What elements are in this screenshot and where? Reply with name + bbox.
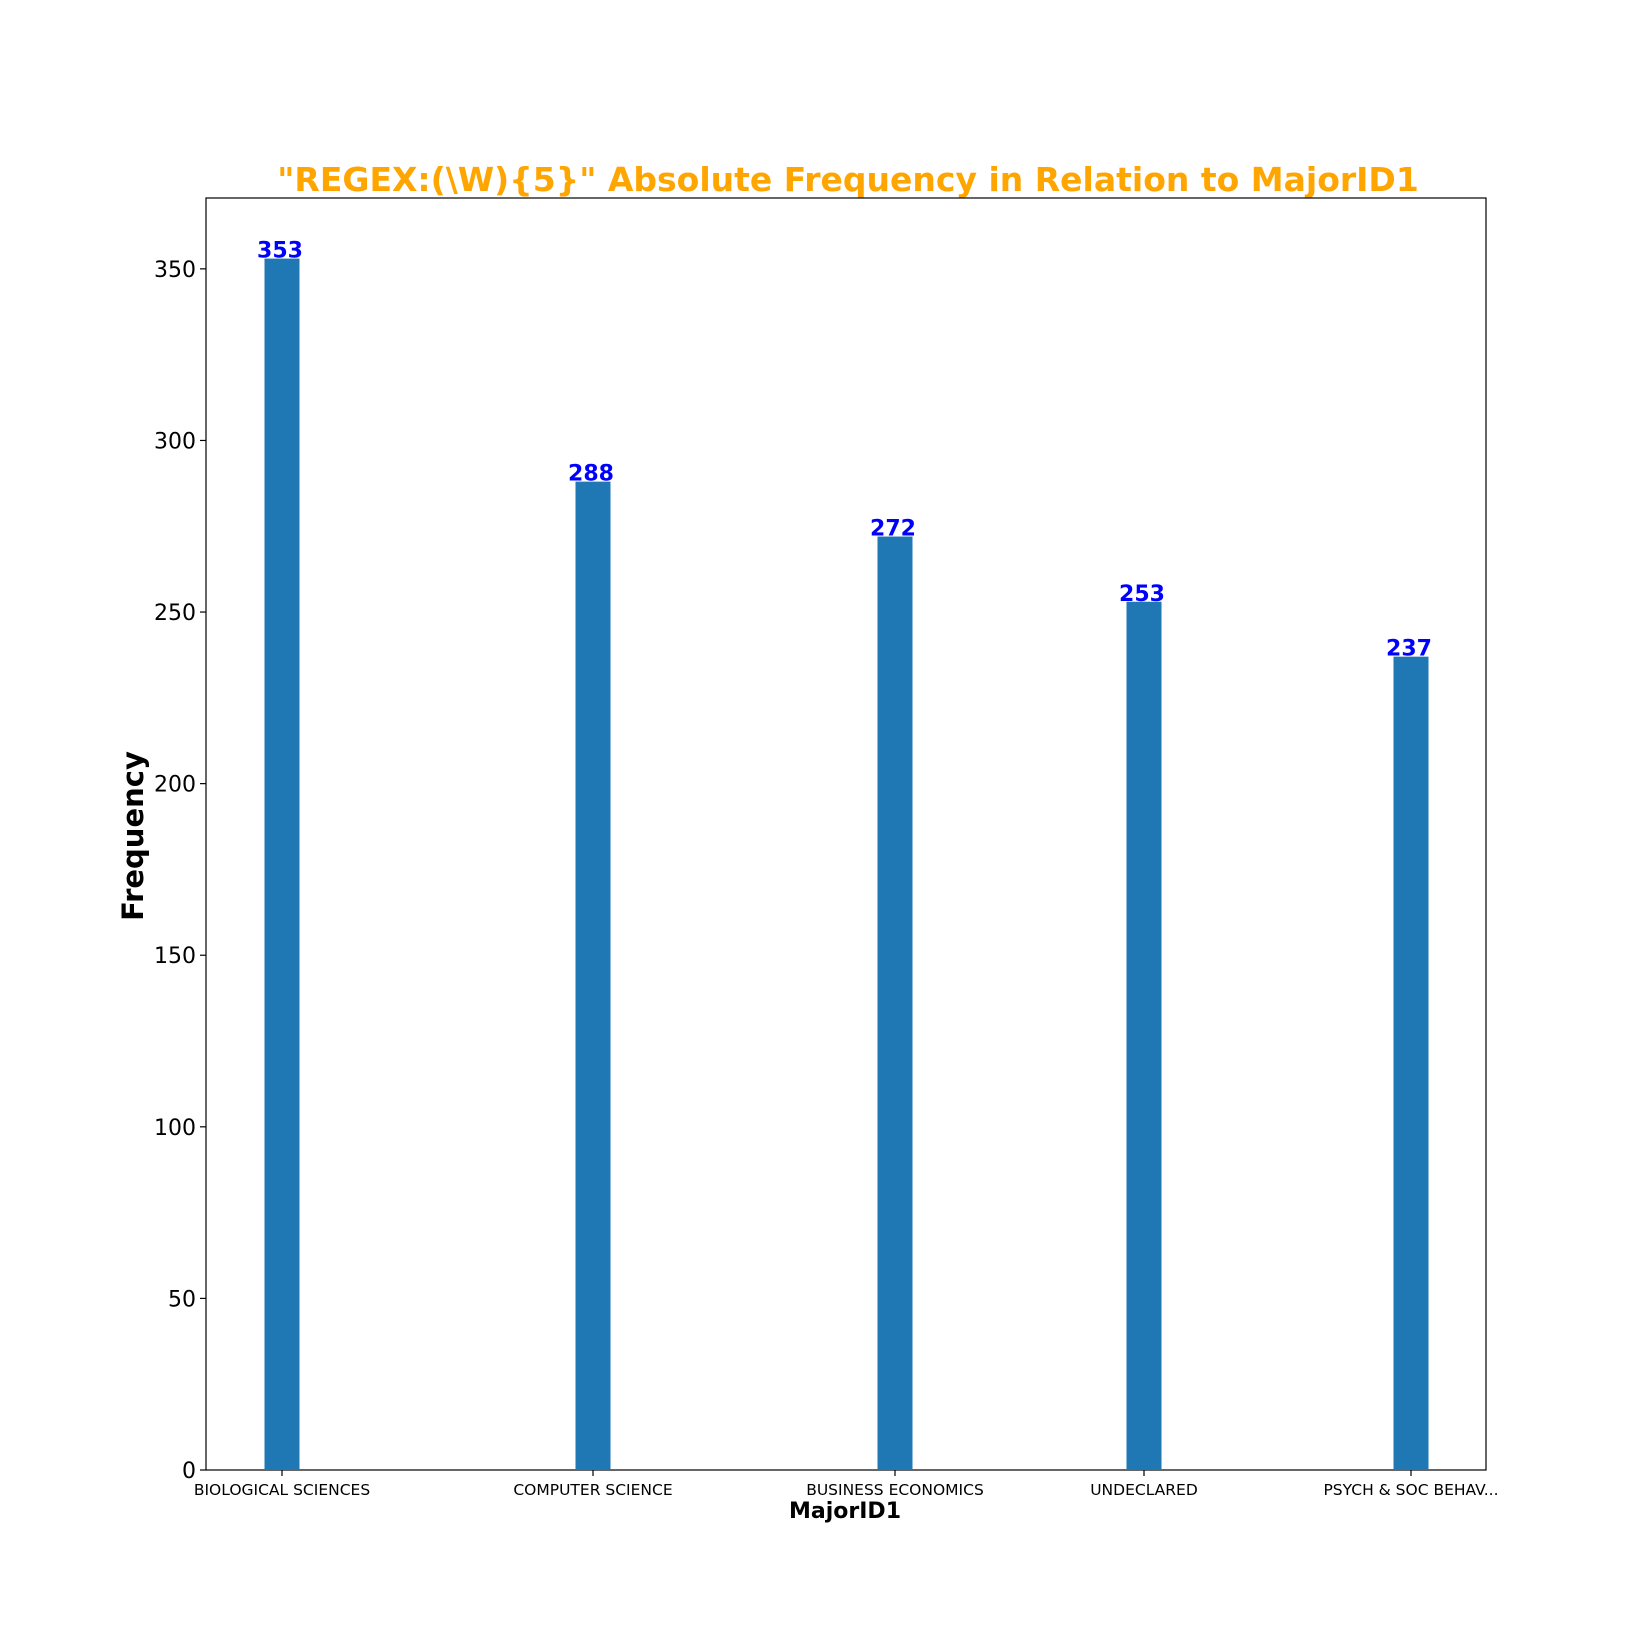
data-label: 253: [1119, 582, 1165, 607]
data-label: 272: [870, 517, 916, 542]
y-tick-label: 350: [154, 258, 196, 283]
x-axis-ticks: BIOLOGICAL SCIENCES COMPUTER SCIENCE BUSIN…: [194, 1470, 1499, 1499]
bar: [264, 258, 300, 1471]
x-tick-label: COMPUTER SCIENCE: [513, 1481, 672, 1499]
x-tick-label: BIOLOGICAL SCIENCES: [194, 1481, 370, 1499]
x-tick-label: PSYCH & SOC BEHAV...: [1323, 1481, 1498, 1499]
y-tick-label: 200: [154, 773, 196, 798]
y-tick-label: 300: [154, 429, 196, 454]
data-labels: 353 288 272 253 237: [257, 239, 1432, 662]
bar-series: [264, 258, 1429, 1471]
chart-title: "REGEX:(\W){5}" Absolute Frequency in Re…: [277, 160, 1419, 199]
bar: [575, 481, 611, 1470]
data-label: 237: [1386, 637, 1432, 662]
x-axis-label: MajorID1: [789, 1499, 901, 1524]
y-tick-label: 150: [154, 944, 196, 969]
bar: [877, 536, 913, 1470]
y-tick-label: 0: [182, 1459, 196, 1484]
data-label: 353: [257, 239, 303, 264]
y-tick-label: 100: [154, 1116, 196, 1141]
y-tick-label: 50: [168, 1287, 196, 1312]
bar: [1393, 656, 1429, 1470]
x-tick-label: UNDECLARED: [1090, 1481, 1198, 1499]
y-tick-label: 250: [154, 601, 196, 626]
x-tick-label: BUSINESS ECONOMICS: [806, 1481, 984, 1499]
bar: [1126, 601, 1162, 1470]
y-axis-ticks: 0 50 100 150 200 250 300 350: [154, 258, 206, 1484]
y-axis-label: Frequency: [116, 751, 150, 921]
data-label: 288: [568, 462, 614, 487]
plot-area-frame: [205, 197, 1487, 1471]
